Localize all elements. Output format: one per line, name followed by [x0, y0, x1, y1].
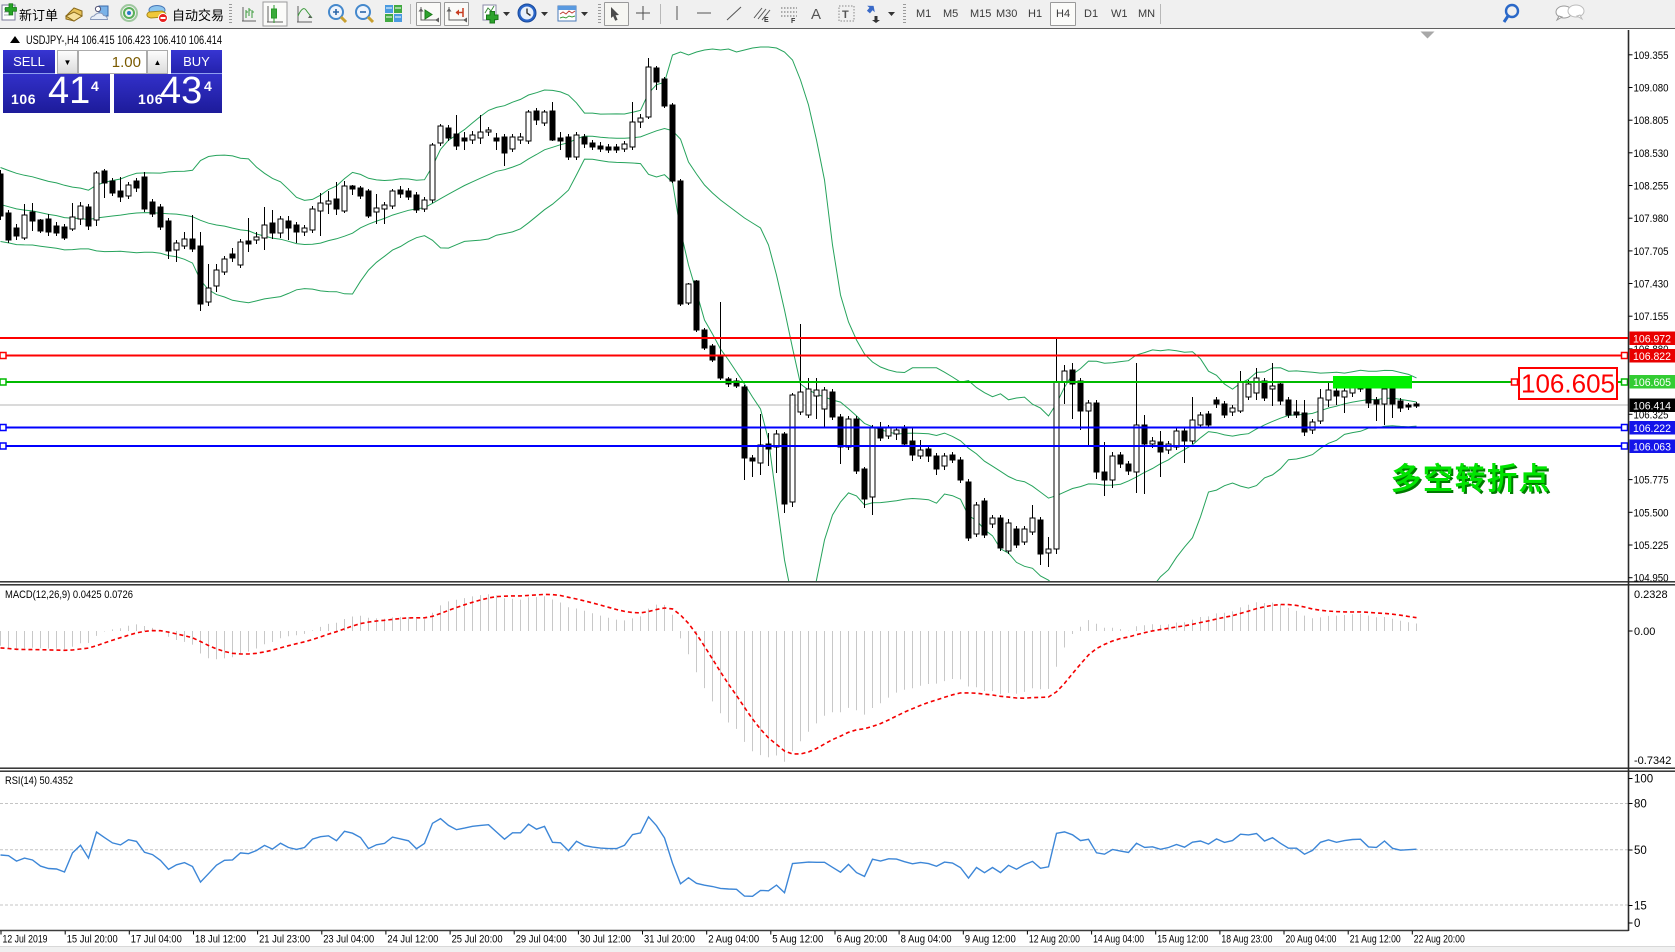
svg-text:107.980: 107.980: [1634, 213, 1669, 225]
svg-text:106.605: 106.605: [1633, 377, 1671, 389]
svg-text:106.414: 106.414: [1633, 401, 1671, 413]
svg-text:多空转折点: 多空转折点: [1393, 465, 1553, 498]
svg-text:8 Aug 04:00: 8 Aug 04:00: [901, 934, 952, 946]
svg-text:RSI(14) 50.4352: RSI(14) 50.4352: [5, 775, 73, 787]
svg-text:24 Jul 12:00: 24 Jul 12:00: [387, 934, 438, 946]
svg-text:105.775: 105.775: [1634, 475, 1669, 487]
svg-text:106.972: 106.972: [1633, 334, 1671, 346]
svg-text:107.705: 107.705: [1634, 246, 1669, 258]
svg-text:22 Aug 20:00: 22 Aug 20:00: [1414, 934, 1465, 946]
svg-text:30 Jul 12:00: 30 Jul 12:00: [580, 934, 631, 946]
svg-text:F: F: [791, 18, 796, 25]
svg-text:20 Aug 04:00: 20 Aug 04:00: [1286, 934, 1337, 946]
svg-text:23 Jul 04:00: 23 Jul 04:00: [323, 934, 374, 946]
svg-text:29 Jul 04:00: 29 Jul 04:00: [516, 934, 567, 946]
svg-text:109.080: 109.080: [1634, 83, 1669, 95]
svg-text:108.530: 108.530: [1634, 148, 1669, 160]
svg-text:106.605: 106.605: [1521, 369, 1615, 399]
svg-text:14 Aug 04:00: 14 Aug 04:00: [1093, 934, 1144, 946]
svg-text:多空转折点: 多空转折点: [1391, 463, 1551, 496]
svg-text:18 Aug 23:00: 18 Aug 23:00: [1221, 934, 1272, 946]
svg-text:106.063: 106.063: [1633, 442, 1671, 454]
svg-text:E: E: [764, 17, 769, 24]
svg-text:105.225: 105.225: [1634, 540, 1669, 552]
svg-text:109.355: 109.355: [1634, 50, 1669, 62]
svg-text:2 Aug 04:00: 2 Aug 04:00: [708, 934, 759, 946]
svg-text:12 Aug 20:00: 12 Aug 20:00: [1029, 934, 1080, 946]
svg-text:15: 15: [1634, 901, 1647, 913]
svg-text:17 Jul 04:00: 17 Jul 04:00: [131, 934, 182, 946]
svg-text:0.00: 0.00: [1634, 626, 1655, 638]
svg-text:80: 80: [1634, 799, 1647, 811]
svg-text:106.325: 106.325: [1634, 409, 1669, 421]
svg-text:12 Jul 2019: 12 Jul 2019: [3, 934, 48, 946]
svg-text:USDJPY-,H4 106.415 106.423 10: USDJPY-,H4 106.415 106.423 106.410 106.4…: [26, 33, 222, 47]
svg-text:50: 50: [1634, 845, 1647, 857]
svg-text:15 Aug 12:00: 15 Aug 12:00: [1157, 934, 1208, 946]
svg-text:-0.7342: -0.7342: [1634, 755, 1671, 767]
svg-text:104.950: 104.950: [1634, 573, 1669, 585]
svg-text:107.155: 107.155: [1634, 311, 1669, 323]
svg-text:106.222: 106.222: [1633, 423, 1671, 435]
svg-text:108.255: 108.255: [1634, 181, 1669, 193]
svg-text:T: T: [842, 9, 849, 21]
svg-text:9 Aug 12:00: 9 Aug 12:00: [965, 934, 1016, 946]
svg-text:106.822: 106.822: [1633, 351, 1671, 363]
svg-text:25 Jul 20:00: 25 Jul 20:00: [452, 934, 503, 946]
svg-text:15 Jul 20:00: 15 Jul 20:00: [67, 934, 118, 946]
svg-text:18 Jul 12:00: 18 Jul 12:00: [195, 934, 246, 946]
svg-text:0: 0: [1634, 918, 1640, 930]
svg-text:21 Aug 12:00: 21 Aug 12:00: [1350, 934, 1401, 946]
svg-text:5 Aug 12:00: 5 Aug 12:00: [772, 934, 823, 946]
svg-text:6 Aug 20:00: 6 Aug 20:00: [837, 934, 888, 946]
svg-text:108.805: 108.805: [1634, 115, 1669, 127]
svg-text:107.430: 107.430: [1634, 279, 1669, 291]
svg-text:105.500: 105.500: [1634, 507, 1669, 519]
svg-text:31 Jul 20:00: 31 Jul 20:00: [644, 934, 695, 946]
svg-text:MACD(12,26,9) 0.0425 0.0726: MACD(12,26,9) 0.0425 0.0726: [5, 589, 133, 601]
svg-text:100: 100: [1634, 774, 1653, 786]
svg-text:A: A: [811, 6, 821, 23]
svg-text:21 Jul 23:00: 21 Jul 23:00: [259, 934, 310, 946]
svg-text:0.2328: 0.2328: [1634, 589, 1668, 601]
